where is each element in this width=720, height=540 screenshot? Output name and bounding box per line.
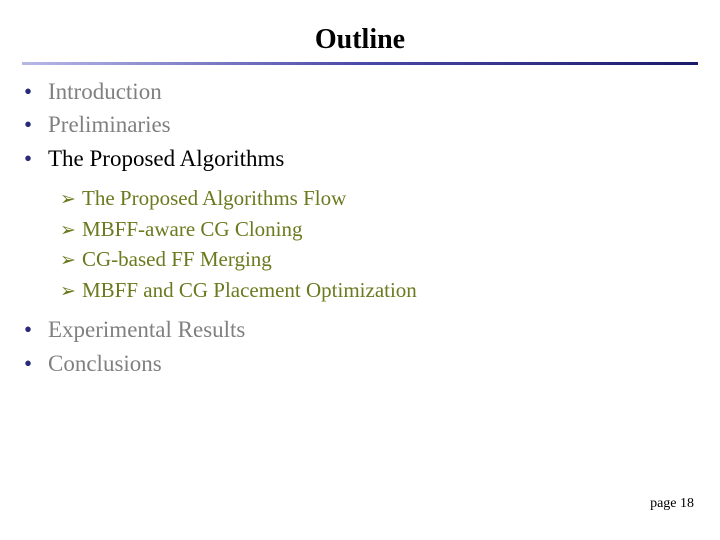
slide: Outline • Introduction • Preliminaries •…	[0, 0, 720, 540]
bullet-item: • Experimental Results	[22, 313, 698, 346]
page-number: 18	[680, 496, 694, 511]
sub-item: ➢ MBFF-aware CG Cloning	[60, 214, 698, 245]
page-label: page	[650, 496, 676, 511]
bullet-dot-icon: •	[22, 75, 48, 108]
bullet-label: Conclusions	[48, 347, 162, 380]
sub-label: CG-based FF Merging	[82, 244, 272, 274]
bullet-item: • The Proposed Algorithms	[22, 142, 698, 175]
bullet-item: • Introduction	[22, 75, 698, 108]
bullet-dot-icon: •	[22, 108, 48, 141]
bullet-dot-icon: •	[22, 347, 48, 380]
sub-item: ➢ MBFF and CG Placement Optimization	[60, 275, 698, 306]
sub-label: MBFF-aware CG Cloning	[82, 214, 303, 244]
title-wrap: Outline	[22, 24, 698, 58]
slide-title: Outline	[315, 24, 405, 58]
arrow-icon: ➢	[60, 278, 82, 306]
sub-list: ➢ The Proposed Algorithms Flow ➢ MBFF-aw…	[60, 183, 698, 305]
sub-item: ➢ The Proposed Algorithms Flow	[60, 183, 698, 214]
bullet-item: • Preliminaries	[22, 108, 698, 141]
title-underline	[22, 62, 698, 65]
sub-label: MBFF and CG Placement Optimization	[82, 275, 417, 305]
bullet-label: Preliminaries	[48, 108, 171, 141]
bullet-label: Experimental Results	[48, 313, 245, 346]
bullet-label: The Proposed Algorithms	[48, 142, 284, 175]
arrow-icon: ➢	[60, 247, 82, 275]
arrow-icon: ➢	[60, 186, 82, 214]
outline-content: • Introduction • Preliminaries • The Pro…	[22, 75, 698, 380]
bullet-label: Introduction	[48, 75, 162, 108]
sub-label: The Proposed Algorithms Flow	[82, 183, 346, 213]
arrow-icon: ➢	[60, 217, 82, 245]
sub-item: ➢ CG-based FF Merging	[60, 244, 698, 275]
page-footer: page 18	[650, 496, 694, 512]
bullet-dot-icon: •	[22, 142, 48, 175]
bullet-item: • Conclusions	[22, 347, 698, 380]
bullet-dot-icon: •	[22, 313, 48, 346]
